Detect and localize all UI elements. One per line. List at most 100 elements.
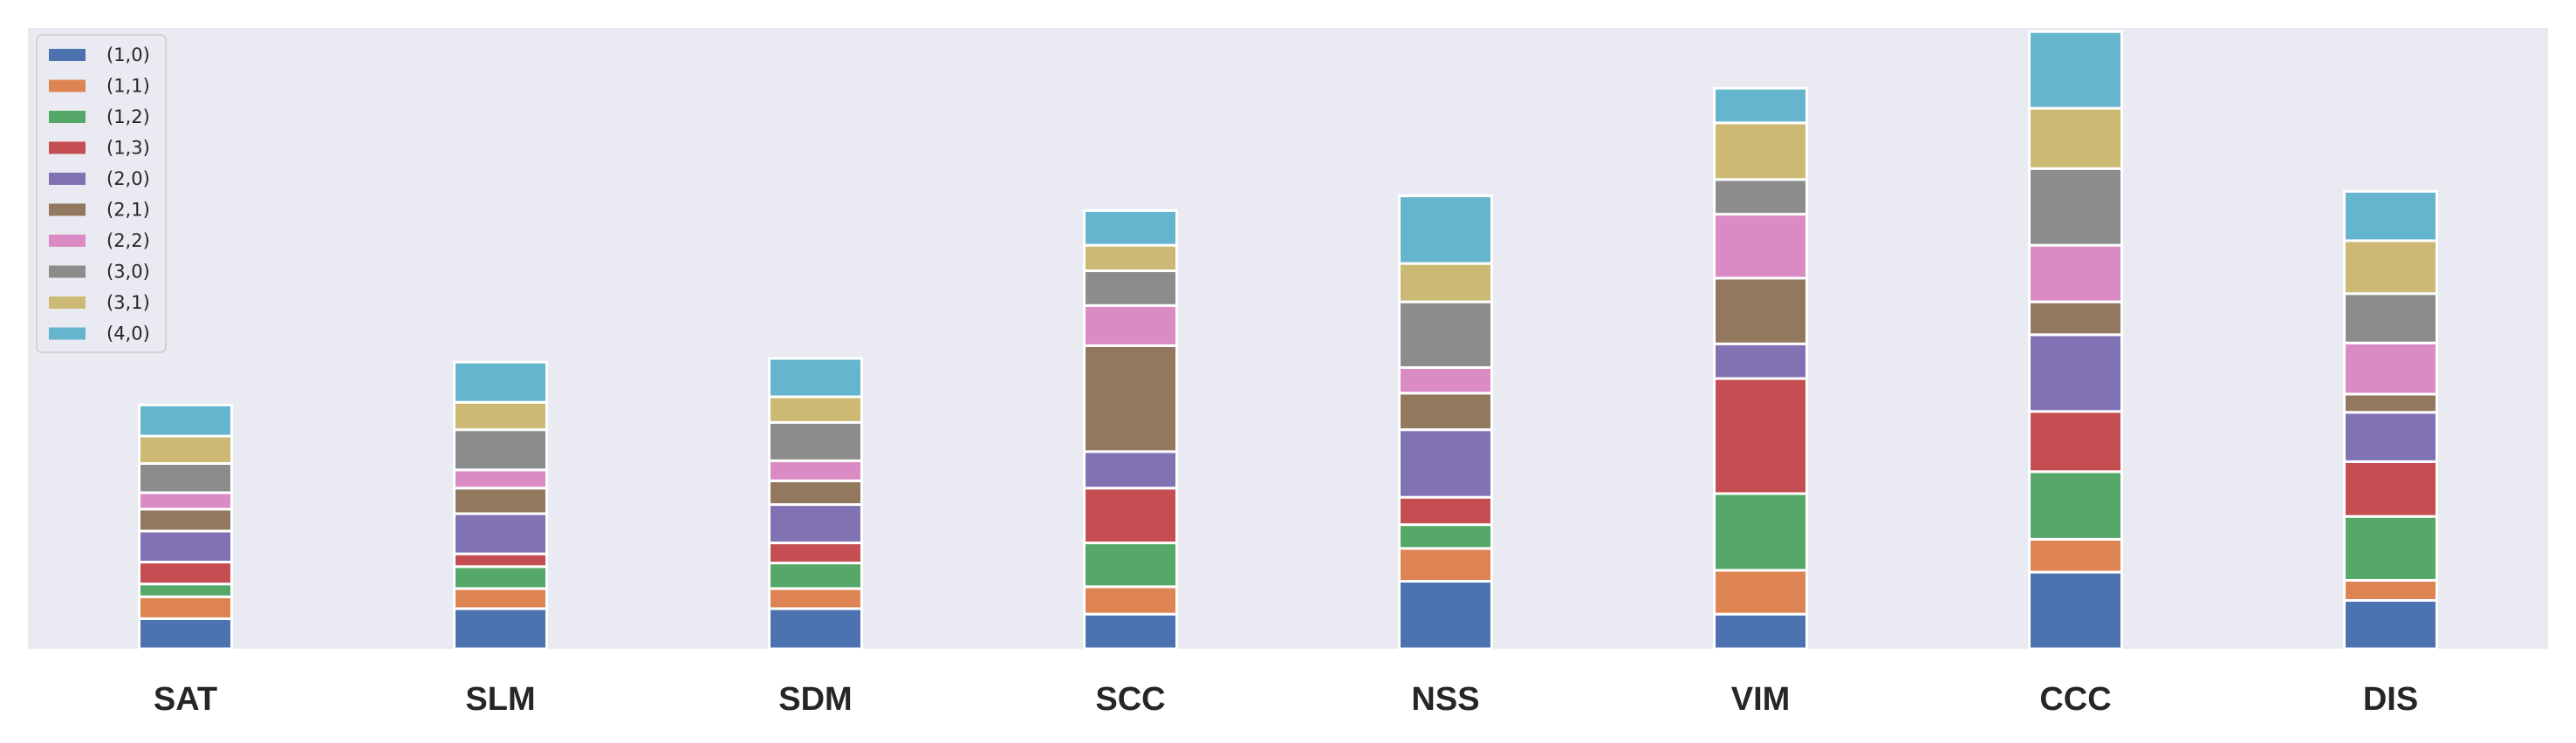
bar-segment-sdm-9	[768, 357, 863, 399]
bar-segment-scc-7	[1083, 269, 1178, 307]
bar-segment-nss-2	[1398, 523, 1493, 550]
x-tick-label: VIM	[1731, 681, 1791, 718]
bar-segment-scc-1	[1083, 585, 1178, 616]
legend-swatch	[49, 79, 86, 92]
x-tick-label: SLM	[465, 681, 535, 718]
bar-segment-sdm-0	[768, 607, 863, 651]
bar-segment-sat-2	[138, 583, 233, 598]
bar-segment-ccc-2	[2028, 470, 2123, 541]
x-tick-label: SDM	[778, 681, 852, 718]
bar-segment-scc-9	[1083, 208, 1178, 247]
bar-segment-sdm-2	[768, 562, 863, 590]
bar-segment-ccc-5	[2028, 300, 2123, 337]
bar-segment-sdm-4	[768, 503, 863, 545]
bar-segment-sat-6	[138, 491, 233, 511]
bar-segment-sdm-5	[768, 479, 863, 507]
legend-swatch	[49, 327, 86, 340]
bar-segment-vim-4	[1713, 342, 1808, 380]
bar-segment-slm-8	[453, 400, 548, 432]
plot-area	[28, 28, 2548, 649]
x-tick-label: NSS	[1411, 681, 1479, 718]
legend-swatch	[49, 141, 86, 154]
bar-segment-slm-0	[453, 607, 548, 651]
bar-segment-dis-4	[2343, 411, 2438, 463]
bar-segment-dis-0	[2343, 599, 2438, 651]
bar-segment-scc-8	[1083, 243, 1178, 273]
bar-segment-sdm-3	[768, 542, 863, 565]
x-tick-label: CCC	[2039, 681, 2111, 718]
bar-segment-sat-4	[138, 529, 233, 564]
legend: (1,0) (1,1) (1,2) (1,3) (2,0) (2,1) (2,2) (3,0)…	[36, 34, 167, 353]
bar-segment-ccc-9	[2028, 30, 2123, 110]
bar-segment-vim-1	[1713, 569, 1808, 616]
bar-segment-vim-0	[1713, 612, 1808, 651]
bar-segment-nss-9	[1398, 194, 1493, 265]
legend-swatch	[49, 49, 86, 61]
x-tick-label: SAT	[154, 681, 217, 718]
bar-segment-nss-3	[1398, 495, 1493, 527]
bar-segment-slm-1	[453, 587, 548, 610]
x-tick-label: SCC	[1095, 681, 1165, 718]
bar-segment-slm-2	[453, 565, 548, 590]
bar-segment-slm-3	[453, 552, 548, 569]
legend-label: (1,0)	[106, 44, 150, 65]
bar-segment-nss-1	[1398, 547, 1493, 583]
bar-segment-vim-5	[1713, 276, 1808, 345]
bar-segment-dis-3	[2343, 460, 2438, 518]
bar-segment-slm-5	[453, 487, 548, 515]
bar-segment-nss-8	[1398, 262, 1493, 303]
bar-segment-sdm-8	[768, 395, 863, 424]
legend-swatch	[49, 297, 86, 309]
bar-segment-dis-2	[2343, 515, 2438, 582]
bar-segment-dis-5	[2343, 392, 2438, 414]
legend-label: (1,2)	[106, 106, 150, 127]
bar-segment-slm-9	[453, 360, 548, 404]
legend-label: (3,1)	[106, 292, 150, 313]
bar-segment-sat-3	[138, 561, 233, 586]
bar-segment-nss-6	[1398, 366, 1493, 395]
bar-segment-sat-0	[138, 617, 233, 651]
legend-swatch	[49, 111, 86, 123]
bar-segment-scc-0	[1083, 612, 1178, 651]
bar-segment-slm-7	[453, 428, 548, 472]
bar-segment-ccc-7	[2028, 167, 2123, 247]
bar-segment-ccc-8	[2028, 106, 2123, 170]
bar-segment-dis-7	[2343, 292, 2438, 344]
bar-segment-sat-8	[138, 434, 233, 465]
bar-segment-sat-7	[138, 461, 233, 494]
bars	[138, 30, 2438, 651]
legend-label: (1,3)	[106, 138, 150, 159]
bar-segment-sdm-7	[768, 420, 863, 462]
bar-segment-nss-0	[1398, 580, 1493, 651]
legend-label: (2,0)	[106, 168, 150, 189]
bar-segment-dis-8	[2343, 239, 2438, 296]
bar-segment-sat-9	[138, 403, 233, 438]
legend-label: (4,0)	[106, 324, 150, 344]
bar-segment-nss-4	[1398, 428, 1493, 499]
legend-label: (3,0)	[106, 262, 150, 283]
x-tick-labels: SAT SLM SDM SCC NSS VIM CCC DIS	[154, 681, 2418, 718]
bar-segment-sdm-1	[768, 587, 863, 610]
bar-segment-scc-3	[1083, 487, 1178, 545]
bar-segment-slm-6	[453, 468, 548, 490]
bar-segment-scc-6	[1083, 303, 1178, 347]
bar-segment-nss-7	[1398, 300, 1493, 370]
bar-segment-sat-1	[138, 595, 233, 620]
legend-label: (2,2)	[106, 230, 150, 251]
bar-segment-sdm-6	[768, 459, 863, 482]
bar-segment-scc-5	[1083, 344, 1178, 453]
bar-segment-dis-9	[2343, 189, 2438, 242]
legend-swatch	[49, 235, 86, 247]
bar-segment-vim-6	[1713, 213, 1808, 280]
bar-segment-dis-6	[2343, 341, 2438, 396]
bar-segment-ccc-4	[2028, 333, 2123, 413]
legend-label: (2,1)	[106, 200, 150, 221]
bar-segment-scc-2	[1083, 542, 1178, 589]
bar-segment-vim-9	[1713, 86, 1808, 125]
bar-segment-ccc-1	[2028, 537, 2123, 574]
bar-segment-ccc-6	[2028, 243, 2123, 303]
legend-swatch	[49, 203, 86, 216]
bar-segment-vim-3	[1713, 377, 1808, 495]
legend-swatch	[49, 173, 86, 185]
bar-segment-vim-7	[1713, 178, 1808, 216]
